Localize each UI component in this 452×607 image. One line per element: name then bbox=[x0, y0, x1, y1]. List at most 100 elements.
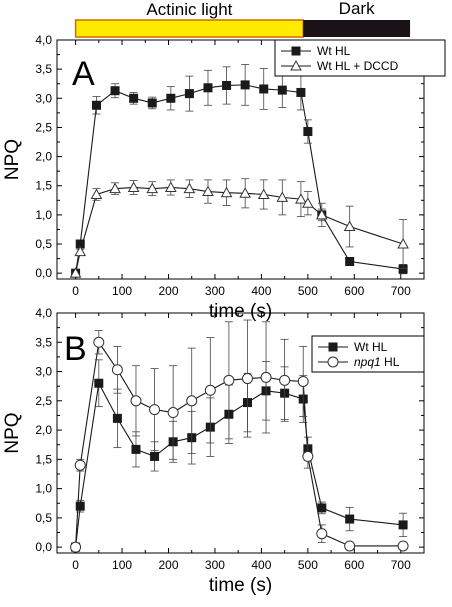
data-point bbox=[257, 188, 270, 199]
data-point bbox=[203, 83, 213, 93]
x-tick-label: 300 bbox=[205, 558, 225, 572]
data-point bbox=[345, 514, 355, 524]
data-point bbox=[74, 459, 86, 471]
data-point bbox=[397, 237, 409, 249]
data-point bbox=[90, 188, 103, 199]
x-tick-label: 500 bbox=[298, 558, 318, 572]
data-point bbox=[183, 182, 196, 194]
data-point bbox=[147, 98, 157, 108]
panel-label: A bbox=[72, 55, 95, 93]
data-point bbox=[239, 187, 251, 198]
y-tick-label: 2,5 bbox=[35, 394, 52, 408]
y-tick-label: 3,0 bbox=[35, 365, 52, 379]
data-point bbox=[295, 193, 307, 204]
legend-marker bbox=[327, 356, 339, 368]
data-point bbox=[94, 378, 104, 388]
data-point bbox=[110, 86, 120, 96]
data-point bbox=[398, 520, 408, 530]
y-tick-label: 0,0 bbox=[35, 266, 52, 280]
y-tick-label: 3,0 bbox=[35, 91, 52, 105]
data-point bbox=[397, 540, 409, 552]
x-tick-label: 0 bbox=[72, 558, 79, 572]
y-tick-label: 3,5 bbox=[35, 335, 52, 349]
data-point bbox=[276, 191, 289, 202]
data-point bbox=[202, 185, 214, 197]
x-tick-label: 600 bbox=[344, 558, 364, 572]
data-point bbox=[146, 182, 159, 194]
data-point bbox=[297, 375, 309, 387]
data-point bbox=[316, 528, 328, 540]
data-point bbox=[127, 181, 140, 192]
data-point bbox=[130, 395, 142, 407]
panel-b: 0,0 0,5 1,0 1,5 2,0 2,5 3,0 3,5 4,0 0 100 200 300 400… bbox=[2, 306, 425, 596]
legend-label: npq1 HL bbox=[354, 355, 400, 369]
data-point bbox=[93, 336, 105, 348]
data-point bbox=[150, 451, 160, 461]
y-tick-label: 2,0 bbox=[35, 150, 52, 164]
data-point bbox=[111, 364, 123, 376]
data-point bbox=[279, 374, 291, 386]
y-tick-label: 3,5 bbox=[35, 62, 52, 76]
series-1 bbox=[71, 64, 408, 278]
data-point bbox=[302, 450, 314, 462]
data-point bbox=[131, 444, 141, 454]
data-point bbox=[302, 197, 314, 208]
x-tick-label: 200 bbox=[158, 558, 178, 572]
panel-label: B bbox=[64, 330, 87, 368]
data-point bbox=[296, 87, 306, 97]
x-tick-label: 400 bbox=[251, 558, 271, 572]
data-point bbox=[166, 93, 176, 103]
x-tick-label: 400 bbox=[251, 284, 271, 298]
data-point bbox=[204, 384, 216, 396]
x-tick-label: 100 bbox=[112, 284, 132, 298]
y-tick-label: 1,5 bbox=[35, 452, 52, 466]
x-tick-label: 0 bbox=[72, 284, 79, 298]
series-line bbox=[75, 84, 404, 274]
panel-a: 0,0 0,5 1,0 1,5 2,0 2,5 3,0 3,5 4,0 0 100 200 300 400… bbox=[2, 33, 446, 322]
data-point bbox=[223, 374, 235, 386]
data-point bbox=[129, 93, 139, 103]
legend-label: Wt HL bbox=[354, 340, 388, 354]
x-axis-label: time (s) bbox=[209, 575, 272, 596]
data-point bbox=[344, 540, 356, 552]
data-point bbox=[109, 182, 121, 194]
data-point bbox=[186, 395, 198, 407]
data-point bbox=[74, 245, 87, 257]
y-tick-label: 0,0 bbox=[35, 540, 52, 554]
data-point bbox=[70, 541, 82, 553]
data-point bbox=[164, 181, 177, 192]
data-point bbox=[303, 127, 313, 137]
actinic-light-bar bbox=[74, 19, 304, 38]
y-axis-label: NPQ bbox=[2, 412, 23, 453]
y-axis-label: NPQ bbox=[2, 139, 23, 180]
data-point bbox=[343, 220, 356, 232]
x-tick-label: 500 bbox=[298, 284, 318, 298]
data-point bbox=[184, 89, 194, 99]
data-point bbox=[240, 80, 250, 90]
legend-marker bbox=[328, 342, 338, 352]
y-tick-label: 1,0 bbox=[35, 208, 52, 222]
data-point bbox=[315, 208, 328, 220]
plot-frame bbox=[56, 39, 425, 280]
data-point bbox=[220, 186, 233, 198]
legend-label: Wt HL bbox=[317, 44, 351, 58]
series-2 bbox=[70, 319, 409, 553]
data-point bbox=[91, 100, 101, 110]
y-tick-label: 0,5 bbox=[35, 511, 52, 525]
data-point bbox=[345, 257, 355, 267]
y-tick-label: 4,0 bbox=[35, 33, 52, 47]
y-tick-label: 2,5 bbox=[35, 120, 52, 134]
data-point bbox=[75, 501, 85, 511]
y-tick-label: 1,0 bbox=[35, 482, 52, 496]
data-point bbox=[112, 413, 122, 423]
y-tick-label: 1,5 bbox=[35, 179, 52, 193]
y-tick-label: 0,5 bbox=[35, 237, 52, 251]
data-point bbox=[149, 404, 161, 416]
actinic-light-label: Actinic light bbox=[146, 0, 232, 19]
dark-label: Dark bbox=[339, 0, 375, 18]
data-point bbox=[222, 80, 232, 90]
plot-frame bbox=[56, 312, 425, 554]
